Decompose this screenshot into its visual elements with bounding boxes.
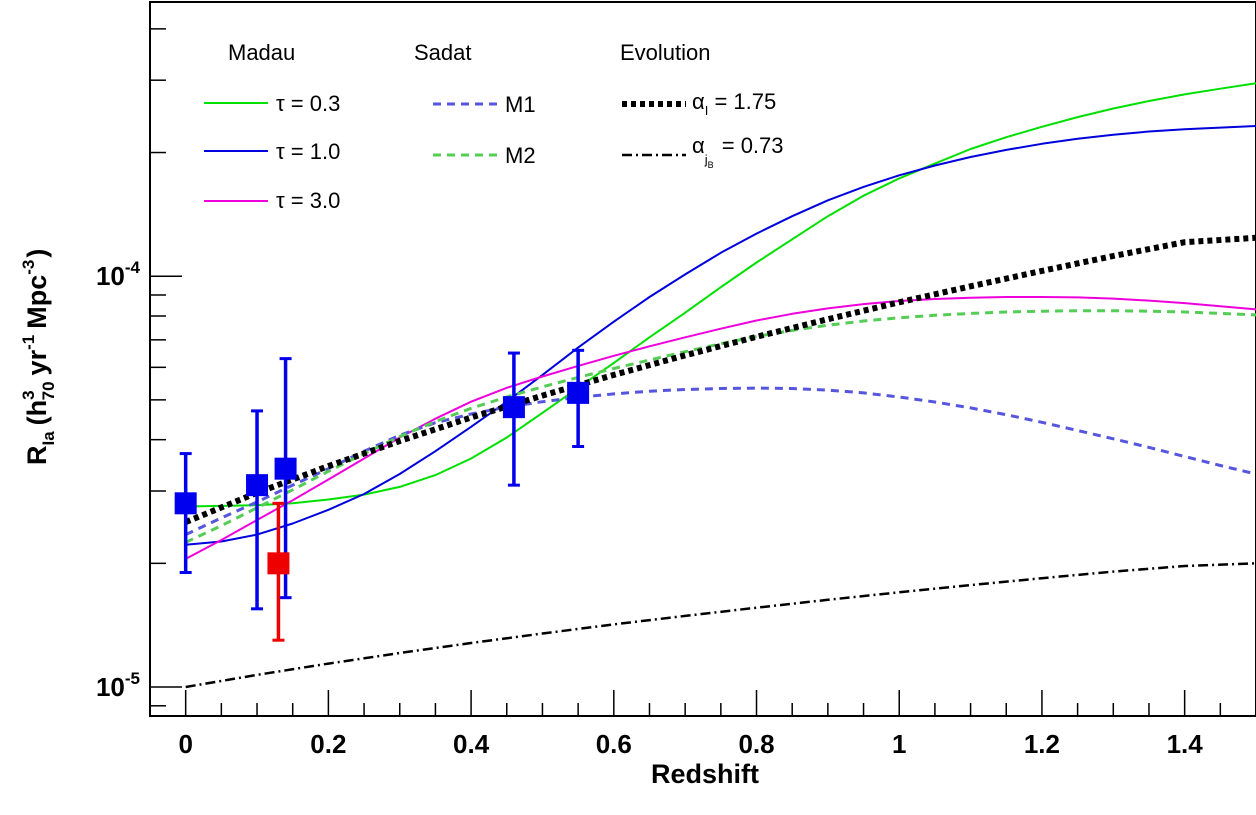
- x-tick-label: 0.4: [453, 729, 490, 759]
- x-tick-label: 1.2: [1024, 729, 1060, 759]
- plot-frame: [149, 1, 1256, 717]
- data-point: [174, 452, 197, 574]
- legend-text-madau-10: τ = 1.0: [276, 139, 340, 164]
- series-line-sadat_m2: [185, 309, 1256, 544]
- data-marker: [246, 474, 269, 497]
- x-tick-labels: 0 0.2 0.4 0.6 0.8 1 1.2 1.4: [178, 729, 1203, 759]
- legend-text-evo-jb: αjB = 0.73: [692, 133, 784, 170]
- data-point: [267, 501, 290, 642]
- data-point: [246, 409, 269, 611]
- data-marker: [567, 381, 590, 404]
- legend-text-sadat-m2: M2: [505, 143, 536, 168]
- x-tick-label: 1.4: [1167, 729, 1204, 759]
- x-tick-label: 0.2: [310, 729, 346, 759]
- axis-ticks: [150, 28, 1256, 716]
- legend-text-evo-i: αI = 1.75: [692, 89, 776, 118]
- series-layer: [184, 82, 1256, 689]
- data-points-layer: [174, 348, 590, 642]
- data-point: [502, 351, 525, 487]
- legend-title-sadat: Sadat: [414, 40, 472, 65]
- y-tick-labels: 10-5 10-4: [96, 258, 141, 702]
- x-tick-label: 0: [178, 729, 192, 759]
- series-line-evo_I: [184, 234, 1256, 525]
- legend-text-madau-03: τ = 0.3: [276, 91, 340, 116]
- legend-text-madau-30: τ = 3.0: [276, 188, 340, 213]
- x-tick-label: 1: [892, 729, 906, 759]
- data-marker: [267, 552, 290, 575]
- series-line-evo_jB: [185, 562, 1256, 689]
- series-line-madau_10: [185, 125, 1256, 546]
- legend-title-evolution: Evolution: [620, 40, 711, 65]
- legend: Madau Sadat Evolution τ = 0.3 τ = 1.0 τ …: [204, 40, 784, 213]
- legend-text-sadat-m1: M1: [505, 92, 536, 117]
- data-marker: [274, 457, 297, 480]
- y-tick-label: 10-5: [96, 669, 140, 702]
- x-tick-label: 0.6: [596, 729, 632, 759]
- series-line-madau_30: [185, 296, 1256, 560]
- data-marker: [502, 396, 525, 419]
- x-tick-label: 0.8: [738, 729, 774, 759]
- x-axis-title: Redshift: [651, 759, 759, 789]
- data-marker: [174, 492, 197, 515]
- legend-title-madau: Madau: [228, 40, 295, 65]
- y-tick-label: 10-4: [96, 258, 141, 291]
- data-point: [567, 348, 590, 448]
- y-axis-title: RIa(h370yr-1Mpc-3): [19, 249, 58, 465]
